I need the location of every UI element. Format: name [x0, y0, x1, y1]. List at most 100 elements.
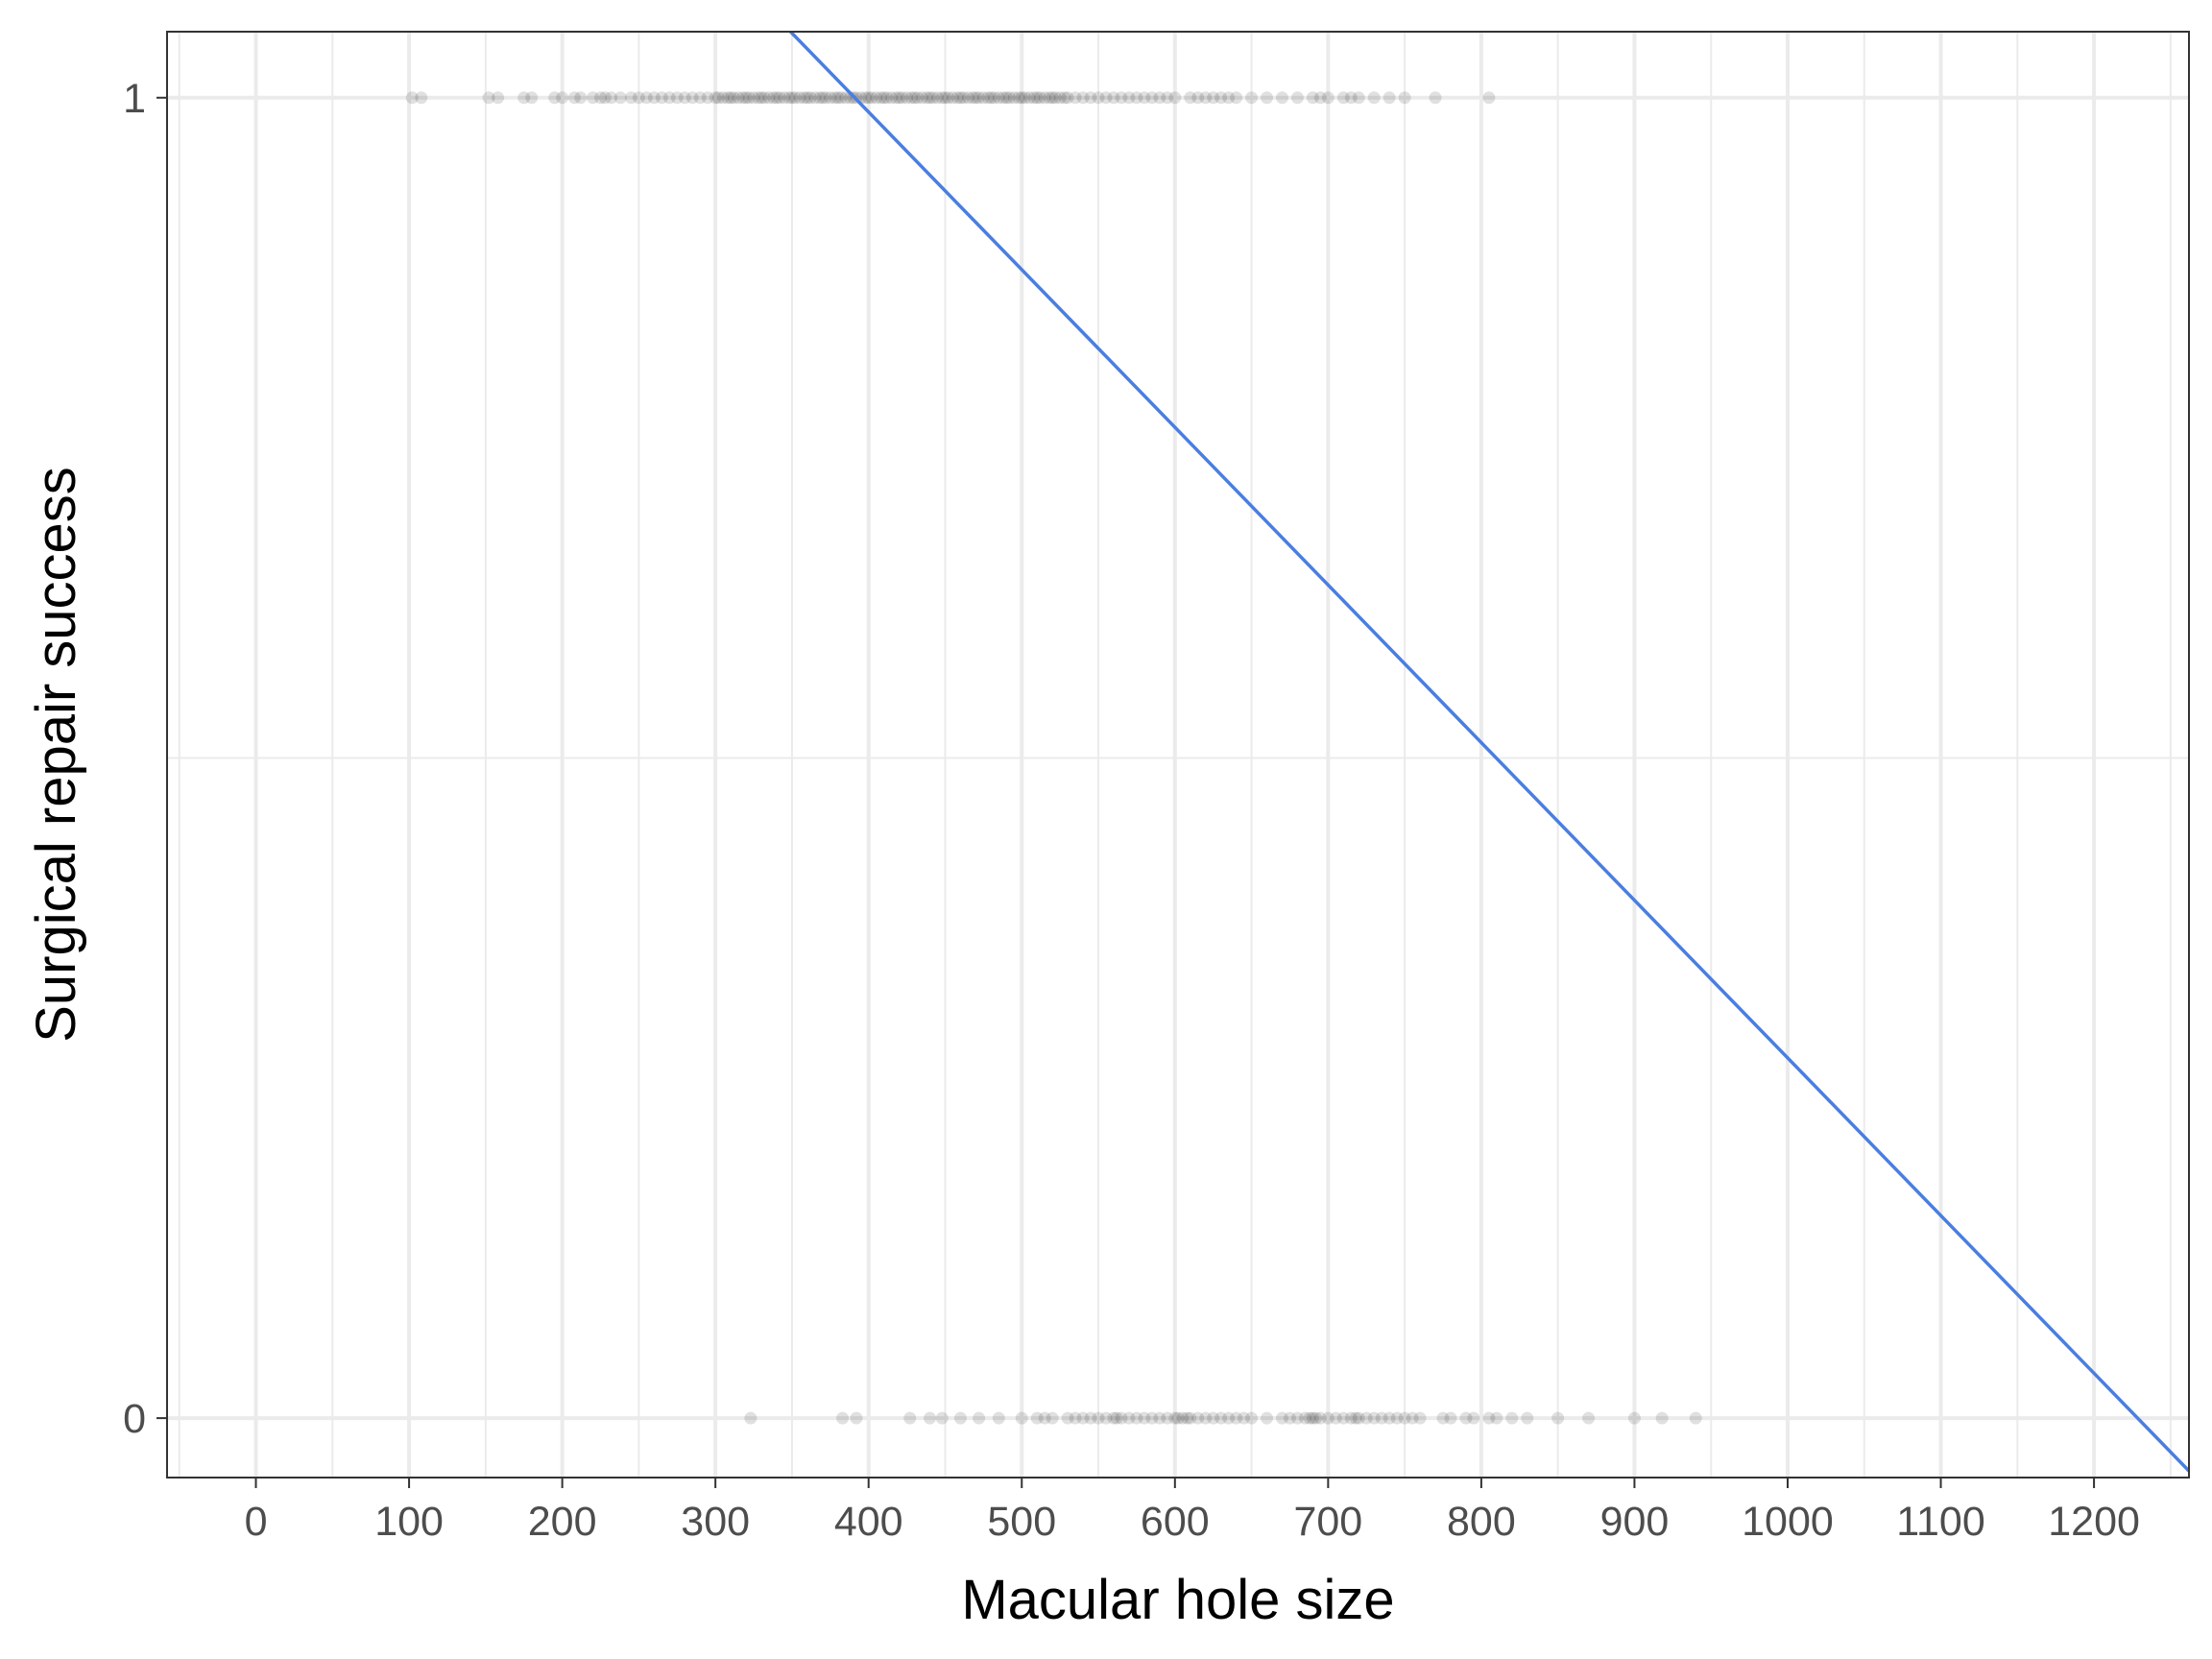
data-point-success	[924, 91, 937, 105]
data-point-success	[865, 91, 878, 105]
data-point-success	[1336, 91, 1350, 105]
data-point-success	[969, 91, 982, 105]
data-point-failure	[1199, 1411, 1213, 1425]
data-point-success	[415, 91, 428, 105]
data-point-failure	[992, 1411, 1005, 1425]
data-point-failure	[1245, 1411, 1259, 1425]
data-point-failure	[1191, 1411, 1205, 1425]
data-point-failure	[953, 1411, 967, 1425]
data-point-success	[957, 91, 971, 105]
y-tick-label: 1	[123, 76, 146, 122]
data-point-failure	[1238, 1411, 1251, 1425]
data-point-failure	[1107, 1411, 1120, 1425]
data-point-success	[816, 91, 830, 105]
data-point-failure	[1521, 1411, 1534, 1425]
data-point-success	[1092, 91, 1105, 105]
plot-background	[167, 32, 2189, 1478]
data-point-success	[701, 91, 714, 105]
data-point-success	[594, 91, 608, 105]
data-point-success	[755, 91, 768, 105]
data-point-success	[1222, 91, 1236, 105]
x-tick-label: 300	[681, 1499, 750, 1545]
data-point-success	[859, 91, 873, 105]
x-axis-title: Macular hole size	[961, 1569, 1394, 1631]
data-point-failure	[1130, 1411, 1143, 1425]
data-point-failure	[1359, 1411, 1373, 1425]
data-point-success	[1007, 91, 1021, 105]
data-point-failure	[1207, 1411, 1220, 1425]
data-point-success	[896, 91, 909, 105]
data-point-success	[732, 91, 745, 105]
data-point-success	[736, 91, 750, 105]
data-point-failure	[1398, 1411, 1411, 1425]
data-point-success	[946, 91, 959, 105]
data-point-success	[1061, 91, 1074, 105]
data-point-success	[984, 91, 998, 105]
data-point-success	[724, 91, 737, 105]
data-point-success	[1398, 91, 1411, 105]
data-point-success	[1048, 91, 1062, 105]
data-point-success	[839, 91, 853, 105]
data-point-success	[773, 91, 786, 105]
data-point-failure	[1505, 1411, 1519, 1425]
data-point-failure	[1230, 1411, 1243, 1425]
data-point-failure	[1459, 1411, 1473, 1425]
data-point-success	[973, 91, 986, 105]
data-point-failure	[1038, 1411, 1051, 1425]
data-point-success	[885, 91, 899, 105]
data-point-failure	[1115, 1411, 1128, 1425]
data-point-success	[981, 91, 995, 105]
data-point-success	[1058, 91, 1071, 105]
x-tick-label: 700	[1293, 1499, 1362, 1545]
data-point-failure	[1406, 1411, 1419, 1425]
y-axis-title: Surgical repair success	[25, 467, 87, 1043]
data-point-success	[624, 91, 637, 105]
data-point-success	[693, 91, 707, 105]
data-point-success	[862, 91, 876, 105]
data-point-success	[492, 91, 505, 105]
data-point-success	[1261, 91, 1274, 105]
data-point-success	[1046, 91, 1059, 105]
data-point-success	[916, 91, 929, 105]
data-point-success	[831, 91, 845, 105]
data-point-success	[525, 91, 539, 105]
data-point-success	[770, 91, 783, 105]
data-point-failure	[973, 1411, 986, 1425]
data-point-failure	[1184, 1411, 1197, 1425]
data-point-success	[1199, 91, 1213, 105]
data-point-success	[893, 91, 906, 105]
x-tick-label: 800	[1447, 1499, 1516, 1545]
data-point-failure	[1171, 1411, 1185, 1425]
data-point-failure	[1138, 1411, 1151, 1425]
data-point-success	[911, 91, 925, 105]
data-point-success	[742, 91, 756, 105]
data-point-success	[1344, 91, 1358, 105]
data-point-success	[767, 91, 781, 105]
data-point-success	[567, 91, 581, 105]
data-point-success	[711, 91, 725, 105]
data-point-success	[1382, 91, 1396, 105]
data-point-success	[834, 91, 848, 105]
data-point-success	[1306, 91, 1319, 105]
data-point-failure	[903, 1411, 917, 1425]
data-point-success	[1038, 91, 1051, 105]
data-point-failure	[1375, 1411, 1388, 1425]
x-tick-label: 600	[1141, 1499, 1210, 1545]
data-point-success	[556, 91, 569, 105]
data-point-success	[908, 91, 922, 105]
data-point-failure	[1627, 1411, 1641, 1425]
data-point-success	[1275, 91, 1288, 105]
data-point-failure	[1214, 1411, 1228, 1425]
x-tick-label: 100	[374, 1499, 444, 1545]
data-point-success	[613, 91, 627, 105]
data-point-success	[685, 91, 699, 105]
data-point-success	[1138, 91, 1151, 105]
fit-line	[787, 32, 2189, 1473]
data-point-success	[1153, 91, 1166, 105]
data-point-success	[953, 91, 967, 105]
data-point-success	[785, 91, 799, 105]
data-point-success	[727, 91, 740, 105]
data-point-success	[801, 91, 814, 105]
x-tick-label: 200	[528, 1499, 597, 1545]
data-point-success	[874, 91, 887, 105]
